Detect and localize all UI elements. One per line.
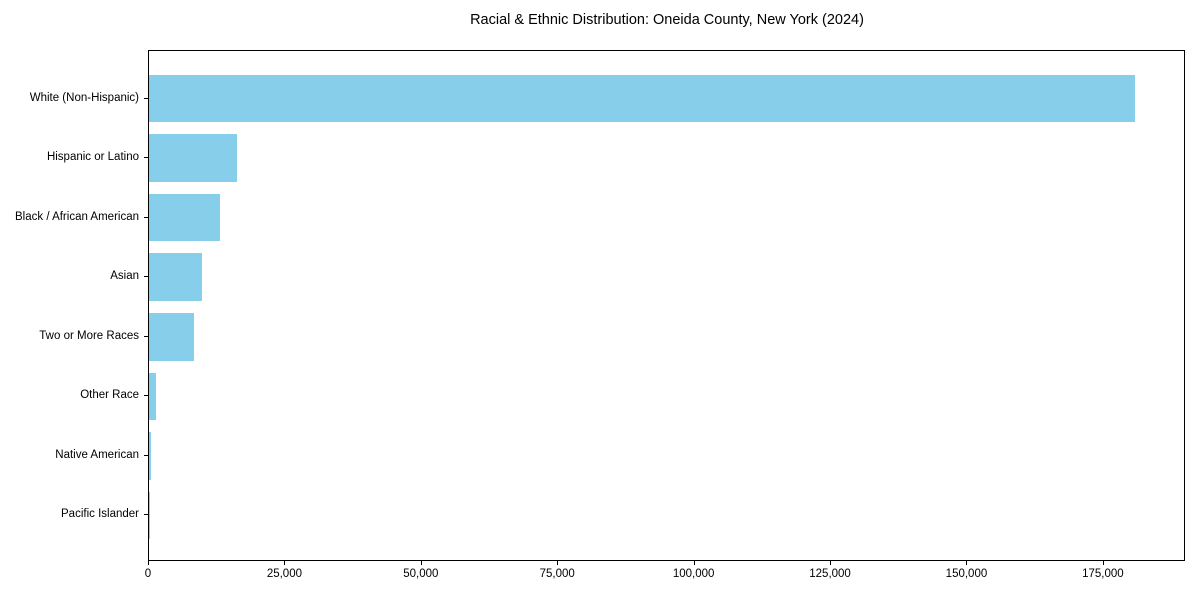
x-tick [420,561,422,565]
bar-two-or-more-races [149,313,194,361]
x-tick-label: 75,000 [539,568,575,580]
y-tick [144,514,148,516]
x-tick-label: 100,000 [672,568,715,580]
y-tick [144,454,148,456]
y-tick-label: Black / African American [15,210,139,223]
bar-black-african-american [149,193,221,242]
bar-native-american [149,432,152,480]
x-tick [966,561,968,565]
y-tick-label: White (Non-Hispanic) [29,91,139,104]
x-tick [284,561,286,565]
y-tick-label: Native American [55,448,139,461]
plot-area [148,50,1185,561]
x-tick [557,561,559,565]
x-tick-label: 0 [144,568,152,580]
y-tick-label: Other Race [80,389,139,402]
x-tick-label: 150,000 [945,568,988,580]
bar-other-race [149,372,156,421]
x-tick-label: 125,000 [809,568,851,580]
y-tick-label: Two or More Races [39,329,139,342]
x-tick-label: 175,000 [1082,568,1124,580]
y-tick [144,216,148,218]
x-tick [830,561,832,565]
y-tick [144,97,148,99]
y-tick-label: Asian [110,270,139,283]
y-tick [144,276,148,278]
x-tick-label: 25,000 [266,568,302,580]
x-tick [148,561,149,565]
y-tick-label: Pacific Islander [61,508,139,521]
x-tick [693,561,695,565]
bar-asian [149,253,203,301]
y-tick [144,335,148,337]
bar-hispanic-or-latino [149,134,237,182]
x-tick-label: 50,000 [403,568,439,580]
y-tick [144,157,148,159]
y-tick-label: Hispanic or Latino [46,151,139,164]
bar-white-non-hispanic [149,74,1135,123]
y-tick [144,395,148,397]
x-tick [1102,561,1104,565]
chart-title: Racial & Ethnic Distribution: Oneida Cou… [470,12,864,28]
